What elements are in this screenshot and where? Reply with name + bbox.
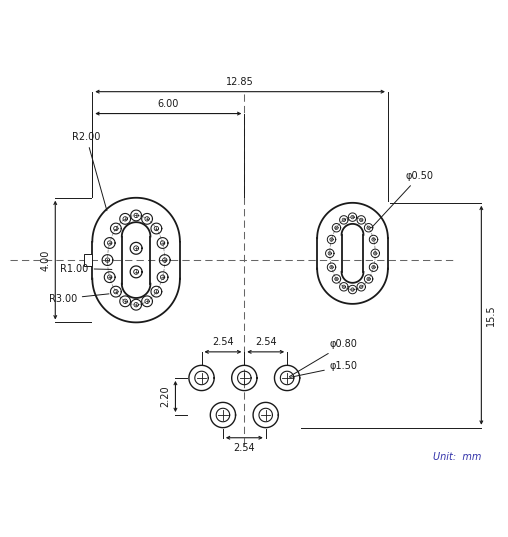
Bar (84, 254, 92, 266)
Text: R3.00: R3.00 (49, 294, 109, 304)
Text: 2.20: 2.20 (161, 386, 170, 407)
Text: 2.54: 2.54 (234, 443, 255, 453)
Text: 15.5: 15.5 (486, 304, 496, 326)
Text: 2.54: 2.54 (255, 337, 276, 347)
Text: R2.00: R2.00 (72, 132, 107, 211)
Text: φ1.50: φ1.50 (290, 361, 358, 378)
Text: 12.85: 12.85 (226, 77, 254, 86)
Text: φ0.80: φ0.80 (290, 339, 358, 376)
Text: φ0.50: φ0.50 (371, 171, 433, 228)
Text: R1.00: R1.00 (60, 264, 112, 273)
Text: 6.00: 6.00 (157, 98, 179, 108)
Text: 4.00: 4.00 (40, 249, 50, 271)
Text: 2.54: 2.54 (212, 337, 234, 347)
Text: Unit:  mm: Unit: mm (433, 452, 482, 462)
